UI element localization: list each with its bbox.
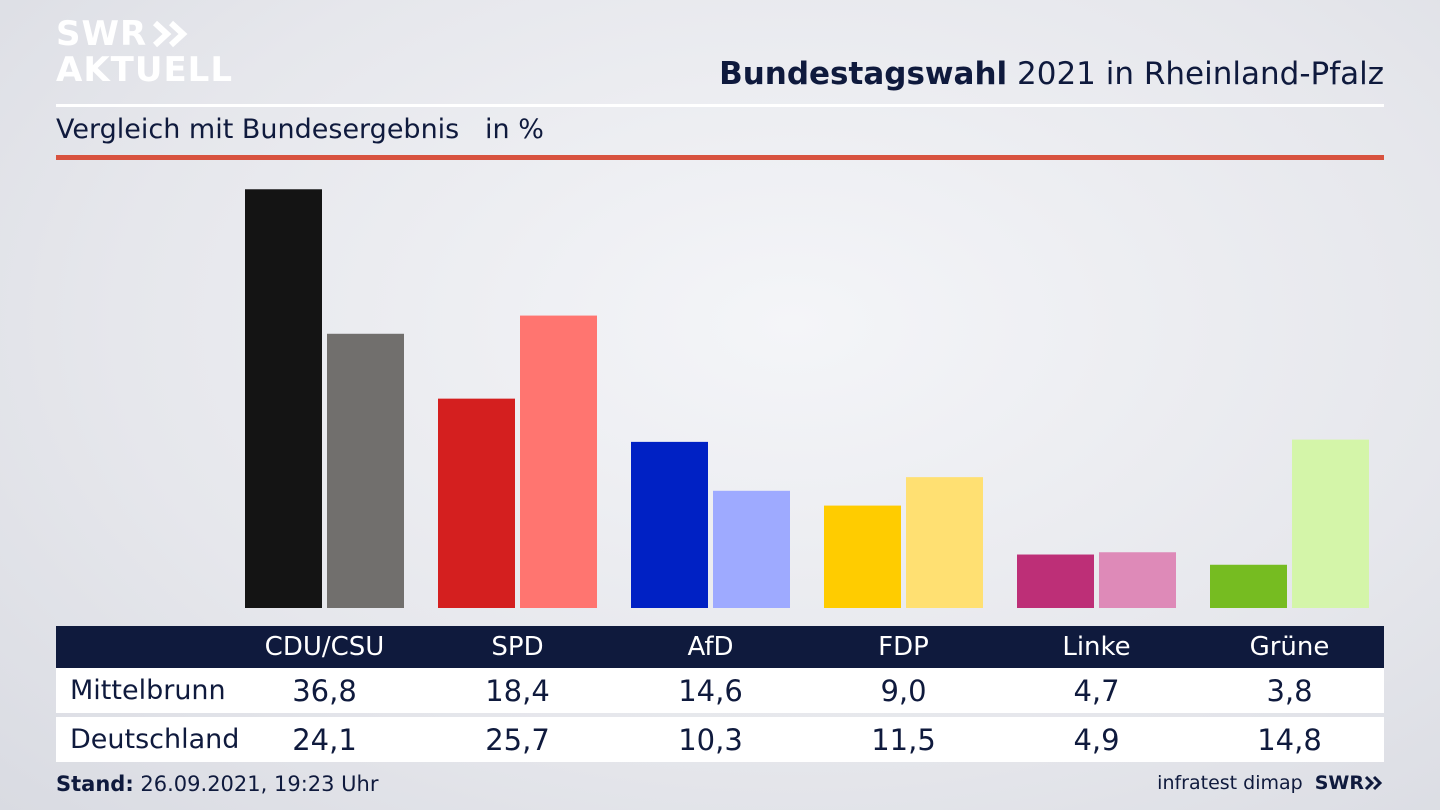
header-cell-afd: AfD <box>687 632 734 662</box>
chevrons-icon <box>153 20 188 48</box>
value-mittelbrunn-afd: 14,6 <box>678 673 743 708</box>
accent-divider <box>56 155 1384 160</box>
bar-afd-mittelbrunn <box>631 441 708 608</box>
table-row-deutschland: Deutschland 24,1 25,7 10,3 11,5 4,9 14,8 <box>56 717 1384 762</box>
title-rest: 2021 in Rheinland-Pfalz <box>1007 56 1384 92</box>
table-header-row: CDU/CSU SPD AfD FDP Linke Grüne <box>56 626 1384 668</box>
value-deutschland-linke: 4,9 <box>1073 722 1120 757</box>
chart-subtitle: Vergleich mit Bundesergebnis in % <box>56 114 544 145</box>
row-label-deutschland: Deutschland <box>70 724 240 755</box>
title-bold: Bundestagswahl <box>719 56 1008 92</box>
bar-chart <box>245 189 1369 608</box>
chevrons-small-icon <box>1364 775 1383 791</box>
bar-linke-mittelbrunn <box>1017 554 1094 608</box>
header-cell-gr-ne: Grüne <box>1249 632 1330 662</box>
bar-gr-ne-mittelbrunn <box>1210 564 1287 608</box>
swr-brand-text: SWR <box>1314 772 1364 794</box>
value-deutschland-fdp: 11,5 <box>871 722 936 757</box>
bar-fdp-mittelbrunn <box>824 505 901 608</box>
value-deutschland-gr-ne: 14,8 <box>1257 722 1322 757</box>
bar-spd-mittelbrunn <box>438 398 515 608</box>
value-mittelbrunn-spd: 18,4 <box>485 673 550 708</box>
bar-cdu-csu-deutschland <box>327 333 404 608</box>
value-mittelbrunn-cdu-csu: 36,8 <box>292 673 357 708</box>
bar-cdu-csu-mittelbrunn <box>245 189 322 608</box>
results-table: CDU/CSU SPD AfD FDP Linke Grüne Mittelbrunn 3… <box>56 626 1384 762</box>
stand-value: 26.09.2021, 19:23 Uhr <box>133 772 379 796</box>
source-text: infratest dimap <box>1157 772 1303 794</box>
row-label-mittelbrunn: Mittelbrunn <box>70 675 226 706</box>
header-cell-cdu-csu: CDU/CSU <box>264 632 385 662</box>
header-divider <box>56 104 1384 107</box>
bar-afd-deutschland <box>713 490 790 608</box>
swr-brand: SWR <box>1315 772 1384 794</box>
value-mittelbrunn-linke: 4,7 <box>1073 673 1120 708</box>
value-mittelbrunn-fdp: 9,0 <box>880 673 927 708</box>
value-deutschland-cdu-csu: 24,1 <box>292 722 357 757</box>
swr-aktuell-logo: SWR AKTUELL <box>56 16 233 88</box>
source-credit: infratest dimap SWR <box>1157 772 1384 794</box>
bar-linke-deutschland <box>1099 552 1176 608</box>
header-cell-spd: SPD <box>491 632 544 662</box>
bar-spd-deutschland <box>520 315 597 608</box>
value-mittelbrunn-gr-ne: 3,8 <box>1266 673 1313 708</box>
bar-fdp-deutschland <box>906 477 983 608</box>
table-row-mittelbrunn: Mittelbrunn 36,8 18,4 14,6 9,0 4,7 3,8 <box>56 668 1384 713</box>
bar-gr-ne-deutschland <box>1292 439 1369 608</box>
page-title: Bundestagswahl 2021 in Rheinland-Pfalz <box>719 56 1384 92</box>
logo-swr-text: SWR <box>56 14 148 54</box>
value-deutschland-afd: 10,3 <box>678 722 743 757</box>
header-cell-linke: Linke <box>1062 632 1131 662</box>
header-cell-fdp: FDP <box>878 632 929 662</box>
stand-label: Stand: <box>56 772 134 796</box>
value-deutschland-spd: 25,7 <box>485 722 550 757</box>
logo-aktuell-text: AKTUELL <box>56 50 234 90</box>
timestamp: Stand: 26.09.2021, 19:23 Uhr <box>56 772 379 796</box>
